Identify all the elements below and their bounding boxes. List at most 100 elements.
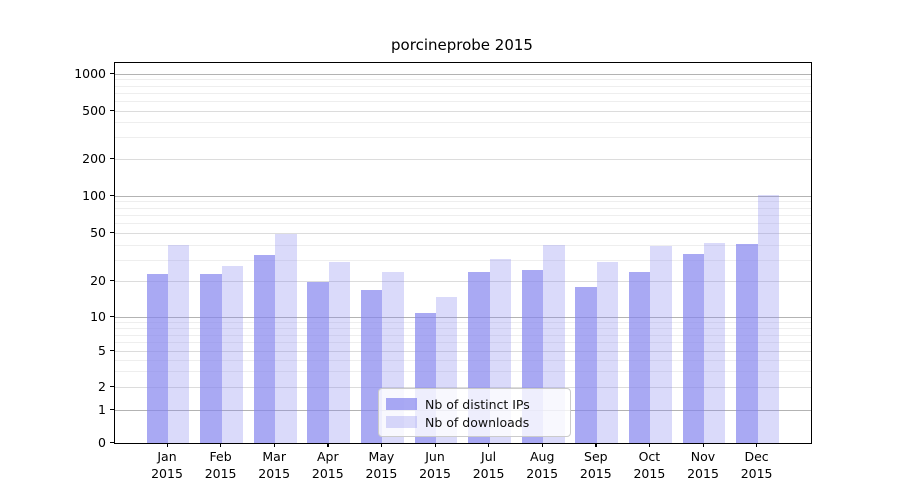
chart-title: porcineprobe 2015 (391, 36, 533, 54)
x-tick-label-year: 2015 (526, 465, 559, 481)
x-tick-sep (595, 443, 597, 447)
gridline-1000 (115, 73, 811, 75)
x-tick-label-month: Jan (157, 449, 177, 464)
x-tick-label-year: 2015 (365, 465, 398, 481)
x-tick-label-aug: Aug 2015 (514, 449, 570, 482)
gridline-700 (115, 92, 811, 94)
legend-row-distinct-ips: Nb of distinct IPs (386, 395, 562, 413)
bar-downloads-oct (650, 246, 672, 443)
bar-distinct-ips-feb (200, 274, 222, 443)
gridline-60 (115, 223, 811, 224)
gridline-6 (115, 342, 811, 344)
x-tick-label-dec: Dec 2015 (729, 449, 785, 482)
x-tick-label-nov: Nov 2015 (675, 449, 731, 482)
gridline-90 (115, 201, 811, 203)
x-tick-label-month: Oct (638, 449, 661, 464)
gridline-5 (115, 351, 811, 353)
gridline-7 (115, 334, 811, 336)
gridline-500 (115, 110, 811, 112)
x-tick-label-month: Jul (481, 449, 497, 464)
bar-distinct-ips-sep (575, 287, 597, 443)
y-tick-label-200: 200 (82, 150, 106, 166)
gridline-8 (115, 328, 811, 330)
y-tick-label-1000: 1000 (74, 65, 106, 81)
x-tick-dec (756, 443, 758, 447)
gridline-800 (115, 85, 811, 87)
gridline-400 (115, 122, 811, 124)
x-tick-label-year: 2015 (204, 465, 237, 481)
bar-distinct-ips-nov (682, 253, 704, 443)
y-tick-200 (110, 157, 114, 160)
bar-distinct-ips-oct (629, 272, 651, 443)
plot-area (114, 62, 812, 444)
legend-label-downloads: Nb of downloads (425, 414, 530, 430)
y-tick-label-50: 50 (90, 224, 106, 240)
x-tick-label-month: Feb (209, 449, 232, 464)
x-tick-label-month: Dec (744, 449, 769, 464)
bar-downloads-feb (221, 265, 243, 443)
gridline-600 (115, 100, 811, 102)
gridline-20 (115, 281, 811, 283)
gridline-70 (115, 214, 811, 216)
gridline-9 (115, 322, 811, 324)
x-tick-feb (220, 443, 222, 447)
legend-row-downloads: Nb of downloads (386, 413, 562, 431)
y-tick-label-10: 10 (90, 309, 106, 325)
bar-downloads-sep (596, 262, 619, 443)
gridline-10 (115, 317, 811, 319)
x-tick-jan (166, 443, 168, 447)
legend: Nb of distinct IPs Nb of downloads (378, 388, 571, 437)
legend-swatch-downloads (386, 416, 417, 428)
gridline-300 (115, 137, 811, 139)
bar-downloads-jan (168, 245, 190, 443)
x-tick-label-year: 2015 (472, 465, 505, 481)
gridline-40 (115, 244, 811, 246)
x-tick-label-month: Mar (262, 449, 286, 464)
y-tick-1 (110, 408, 114, 411)
x-tick-label-year: 2015 (311, 465, 344, 481)
bar-distinct-ips-mar (253, 255, 276, 443)
bar-distinct-ips-dec (736, 243, 758, 443)
gridline-3 (115, 370, 811, 372)
y-tick-label-0: 0 (98, 434, 106, 450)
x-tick-jun (434, 443, 436, 447)
x-tick-label-month: Sep (584, 449, 608, 464)
y-tick-0 (110, 441, 114, 443)
y-tick-500 (110, 109, 114, 111)
y-tick-20 (110, 280, 114, 282)
x-tick-label-month: Aug (529, 449, 555, 464)
gridline-100 (115, 195, 811, 197)
y-tick-50 (110, 231, 114, 234)
bar-downloads-dec (757, 195, 779, 443)
bar-downloads-mar (275, 234, 297, 443)
x-tick-label-sep: Sep 2015 (568, 449, 624, 482)
x-tick-mar (273, 443, 275, 447)
y-tick-label-100: 100 (82, 187, 106, 203)
gridline-4 (115, 359, 811, 361)
x-tick-label-month: May (368, 449, 395, 464)
legend-swatch-distinct-ips (386, 398, 417, 410)
x-tick-label-year: 2015 (579, 465, 612, 481)
x-tick-label-mar: Mar 2015 (246, 449, 302, 482)
x-tick-may (380, 443, 383, 447)
x-tick-label-jul: Jul 2015 (461, 449, 517, 482)
bar-downloads-nov (704, 242, 726, 443)
x-tick-label-year: 2015 (151, 465, 183, 481)
y-tick-label-1: 1 (98, 401, 106, 417)
gridline-30 (115, 259, 811, 261)
y-tick-1000 (110, 72, 114, 75)
x-tick-label-jun: Jun 2015 (407, 449, 463, 482)
x-tick-label-jan: Jan 2015 (139, 449, 195, 482)
bar-distinct-ips-jan (146, 274, 168, 443)
x-tick-nov (702, 443, 704, 447)
x-tick-label-month: Nov (690, 449, 716, 464)
x-tick-label-oct: Oct 2015 (621, 449, 677, 482)
legend-label-distinct-ips: Nb of distinct IPs (425, 396, 530, 412)
x-tick-jul (488, 443, 490, 447)
gridline-50 (115, 232, 811, 234)
x-tick-label-feb: Feb 2015 (193, 449, 249, 482)
x-tick-oct (648, 443, 651, 447)
x-tick-label-year: 2015 (419, 465, 451, 481)
y-tick-label-20: 20 (90, 273, 106, 289)
